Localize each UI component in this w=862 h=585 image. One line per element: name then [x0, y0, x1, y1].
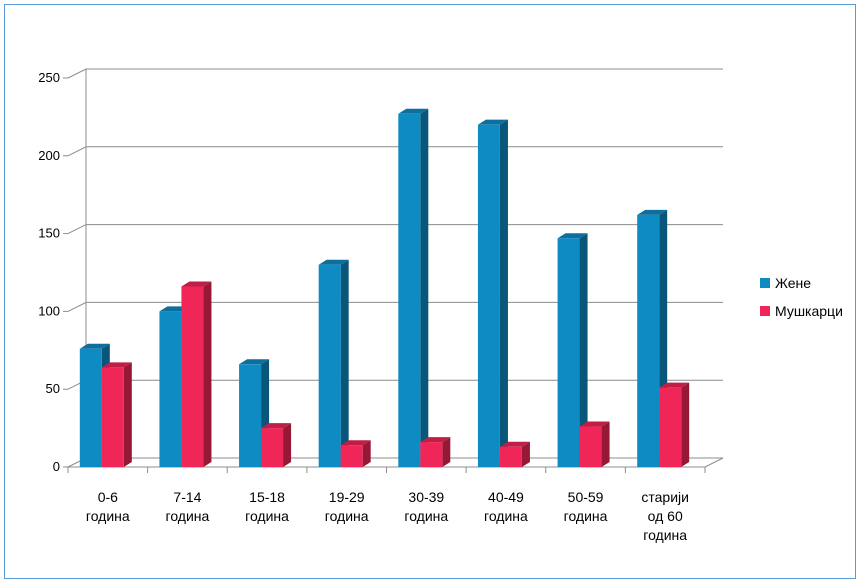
bar-top: [499, 441, 530, 447]
y-tick-label: 50: [46, 381, 60, 396]
y-tick-label: 200: [38, 148, 60, 163]
x-tick-label: година: [404, 508, 448, 524]
bar-top: [79, 343, 110, 349]
bar-Жене-3: [318, 259, 349, 467]
bar-top: [261, 423, 292, 429]
y-tick-label: 250: [38, 70, 60, 85]
x-tick-label: година: [245, 508, 289, 524]
x-tick-label: од 60: [648, 508, 683, 524]
legend-swatch: [760, 278, 770, 288]
x-tick-label: година: [325, 508, 369, 524]
bar-front: [420, 442, 443, 467]
bar-front: [637, 214, 660, 467]
x-tick-label: 0-6: [98, 489, 118, 505]
bar-side: [203, 281, 212, 467]
x-tick-label: 30-39: [408, 489, 444, 505]
bar-front: [181, 286, 204, 467]
bar-front: [261, 428, 284, 467]
bar-Мушкарци-1: [181, 281, 212, 467]
bar-side: [340, 259, 349, 467]
bar-Мушкарци-5: [499, 441, 530, 467]
bar-front: [579, 426, 602, 467]
legend-swatch: [760, 306, 770, 316]
bar-top: [340, 440, 371, 446]
bar-side: [499, 119, 508, 468]
bar-side: [521, 441, 530, 467]
bar-side: [442, 437, 451, 467]
bar-top: [239, 359, 270, 365]
bar-top: [101, 362, 132, 368]
bar-side: [601, 421, 610, 467]
bar-front: [499, 446, 522, 467]
bar-side: [579, 233, 588, 467]
bar-side: [283, 423, 292, 467]
bar-side: [123, 362, 132, 467]
bar-front: [318, 264, 341, 467]
x-tick-label: година: [86, 508, 130, 524]
bar-front: [79, 348, 102, 467]
x-tick-label: година: [166, 508, 210, 524]
bar-top: [557, 233, 588, 239]
gridline: [67, 68, 723, 79]
x-tick-label: 50-59: [568, 489, 604, 505]
gridline: [67, 224, 723, 235]
bar-side: [362, 440, 371, 467]
bar-top: [477, 119, 508, 125]
bar-Мушкарци-4: [420, 437, 451, 467]
y-tick-label: 150: [38, 226, 60, 241]
bar-front: [659, 387, 682, 467]
x-tick-label: година: [643, 527, 687, 543]
bar-Жене-6: [557, 233, 588, 467]
bar-side: [420, 108, 429, 468]
y-tick-label: 100: [38, 303, 60, 318]
bar-front: [159, 311, 182, 467]
bar-front: [477, 124, 500, 468]
bar-top: [398, 108, 429, 114]
bar-top: [579, 421, 610, 427]
bar-top: [318, 259, 349, 265]
bar-front: [239, 364, 262, 467]
x-tick-label: година: [484, 508, 528, 524]
gridline: [67, 146, 723, 157]
x-tick-label: година: [564, 508, 608, 524]
legend-label: Мушкарци: [775, 303, 843, 319]
bar-top: [420, 437, 451, 443]
bar-Жене-4: [398, 108, 429, 468]
floor-right-edge: [704, 457, 724, 468]
bar-Жене-5: [477, 119, 508, 468]
chart-frame: 0 50 100 150 200 250 0-6 година 7-14 година 15-18…: [4, 4, 856, 579]
x-tick-label: 7-14: [173, 489, 201, 505]
x-tick-label: 19-29: [329, 489, 365, 505]
bar-front: [340, 445, 363, 467]
bar-front: [557, 238, 580, 467]
bar-Мушкарци-2: [261, 423, 292, 467]
y-axis-ticks: 0 50 100 150 200 250: [38, 70, 68, 474]
bar-front: [101, 367, 124, 467]
bar-top: [637, 209, 668, 215]
bar-Мушкарци-3: [340, 440, 371, 467]
bar-Мушкарци-0: [101, 362, 132, 467]
x-tick-label: старији: [641, 489, 689, 505]
legend-item: Жене: [760, 275, 811, 291]
bar-top: [659, 382, 690, 388]
bar-side: [681, 382, 690, 467]
legend-label: Жене: [775, 275, 811, 291]
x-axis-labels: 0-6 година 7-14 година 15-18 година 19-29 годин…: [86, 489, 689, 543]
bar-top: [181, 281, 212, 287]
legend-item: Мушкарци: [760, 303, 843, 319]
bar-Мушкарци-6: [579, 421, 610, 467]
y-tick-label: 0: [53, 459, 60, 474]
bar-Мушкарци-7: [659, 382, 690, 467]
bars: [79, 108, 690, 468]
x-tick-label: 40-49: [488, 489, 524, 505]
bar-front: [398, 113, 421, 468]
x-tick-label: 15-18: [249, 489, 285, 505]
legend: Жене Мушкарци: [760, 275, 843, 319]
bar-chart: 0 50 100 150 200 250 0-6 година 7-14 година 15-18…: [38, 68, 843, 543]
